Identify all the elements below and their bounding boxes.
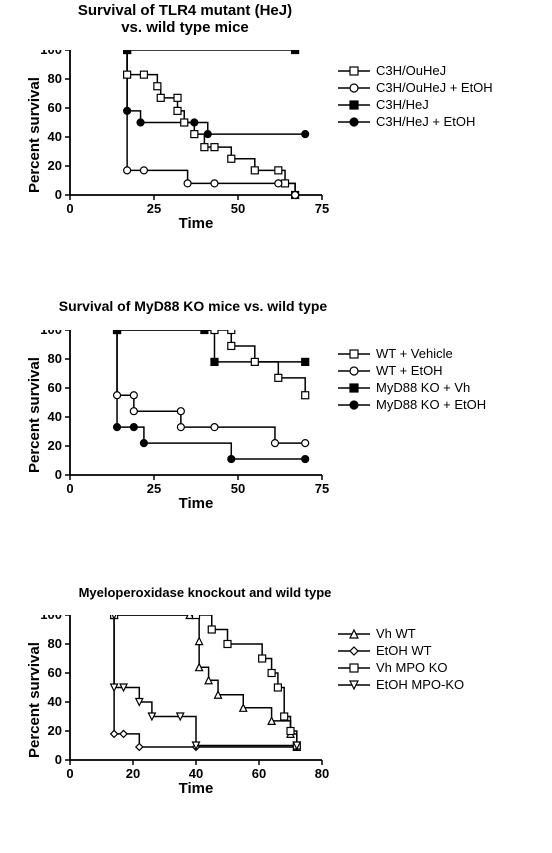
legend-label: WT + EtOH [376, 363, 443, 378]
svg-text:0: 0 [66, 201, 73, 216]
svg-text:50: 50 [231, 201, 245, 216]
open-circle-icon [336, 364, 372, 378]
svg-text:20: 20 [48, 438, 62, 453]
legend-label: C3H/OuHeJ + EtOH [376, 80, 493, 95]
legend-item: WT + EtOH [336, 362, 486, 379]
chart2-legend: WT + Vehicle WT + EtOH MyD88 KO + Vh MyD88 … [336, 345, 486, 413]
chart2-xlabel: Time [70, 495, 322, 512]
svg-text:0: 0 [66, 481, 73, 496]
chart3-legend: Vh WT EtOH WT Vh MPO KO EtOH MPO-KO [336, 625, 464, 693]
chart2-plot: 0 20 40 60 80 100 0 25 50 75 [40, 330, 340, 510]
svg-text:20: 20 [126, 766, 140, 781]
open-triangle-icon [336, 627, 372, 641]
legend-label: EtOH MPO-KO [376, 677, 464, 692]
open-diamond-icon [336, 644, 372, 658]
open-circle-icon [336, 81, 372, 95]
legend-item: MyD88 KO + Vh [336, 379, 486, 396]
svg-text:40: 40 [48, 409, 62, 424]
legend-item: MyD88 KO + EtOH [336, 396, 486, 413]
chart2-title: Survival of MyD88 KO mice vs. wild type [38, 298, 348, 314]
chart1-xlabel: Time [70, 215, 322, 232]
legend-item: WT + Vehicle [336, 345, 486, 362]
open-square-icon [336, 347, 372, 361]
legend-item: C3H/OuHeJ + EtOH [336, 79, 493, 96]
open-square-icon [336, 64, 372, 78]
chart3-plot: 0 20 40 60 80 100 0 20 40 60 80 [40, 615, 340, 795]
legend-item: Vh WT [336, 625, 464, 642]
legend-label: Vh MPO KO [376, 660, 448, 675]
filled-circle-icon [336, 398, 372, 412]
legend-item: Vh MPO KO [336, 659, 464, 676]
svg-text:0: 0 [55, 467, 62, 482]
svg-text:0: 0 [66, 766, 73, 781]
svg-text:40: 40 [48, 129, 62, 144]
svg-text:80: 80 [315, 766, 329, 781]
open-square-icon [336, 661, 372, 675]
chart1-plot: 0 20 40 60 80 100 0 25 50 75 [40, 50, 340, 230]
legend-label: MyD88 KO + EtOH [376, 397, 486, 412]
legend-label: MyD88 KO + Vh [376, 380, 470, 395]
svg-text:80: 80 [48, 351, 62, 366]
svg-text:60: 60 [252, 766, 266, 781]
legend-item: C3H/OuHeJ [336, 62, 493, 79]
svg-text:20: 20 [48, 158, 62, 173]
open-invtriangle-icon [336, 678, 372, 692]
svg-text:20: 20 [48, 723, 62, 738]
legend-label: C3H/HeJ [376, 97, 429, 112]
svg-text:0: 0 [55, 187, 62, 202]
svg-text:50: 50 [231, 481, 245, 496]
legend-label: Vh WT [376, 626, 416, 641]
chart1-legend: C3H/OuHeJ C3H/OuHeJ + EtOH C3H/HeJ C3H/HeJ … [336, 62, 493, 130]
svg-text:60: 60 [48, 380, 62, 395]
chart1-title: Survival of TLR4 mutant (HeJ) vs. wild t… [55, 2, 315, 36]
legend-item: C3H/HeJ [336, 96, 493, 113]
legend-label: WT + Vehicle [376, 346, 453, 361]
svg-text:0: 0 [55, 752, 62, 767]
legend-label: C3H/OuHeJ [376, 63, 446, 78]
filled-square-icon [336, 98, 372, 112]
svg-text:40: 40 [189, 766, 203, 781]
chart1-title-line2: vs. wild type mice [121, 19, 249, 36]
svg-text:75: 75 [315, 481, 329, 496]
svg-text:40: 40 [48, 694, 62, 709]
legend-label: C3H/HeJ + EtOH [376, 114, 475, 129]
svg-text:100: 100 [40, 615, 62, 622]
svg-text:75: 75 [315, 201, 329, 216]
chart3-title: Myeloperoxidase knockout and wild type [60, 585, 350, 600]
svg-text:80: 80 [48, 636, 62, 651]
svg-text:25: 25 [147, 201, 161, 216]
filled-square-icon [336, 381, 372, 395]
legend-item: EtOH MPO-KO [336, 676, 464, 693]
filled-circle-icon [336, 115, 372, 129]
svg-text:80: 80 [48, 71, 62, 86]
svg-text:25: 25 [147, 481, 161, 496]
legend-item: C3H/HeJ + EtOH [336, 113, 493, 130]
svg-text:100: 100 [40, 330, 62, 337]
chart1-title-line1: Survival of TLR4 mutant (HeJ) [78, 2, 292, 19]
chart3-xlabel: Time [70, 780, 322, 797]
svg-text:60: 60 [48, 665, 62, 680]
svg-text:100: 100 [40, 50, 62, 57]
legend-label: EtOH WT [376, 643, 432, 658]
legend-item: EtOH WT [336, 642, 464, 659]
svg-text:60: 60 [48, 100, 62, 115]
